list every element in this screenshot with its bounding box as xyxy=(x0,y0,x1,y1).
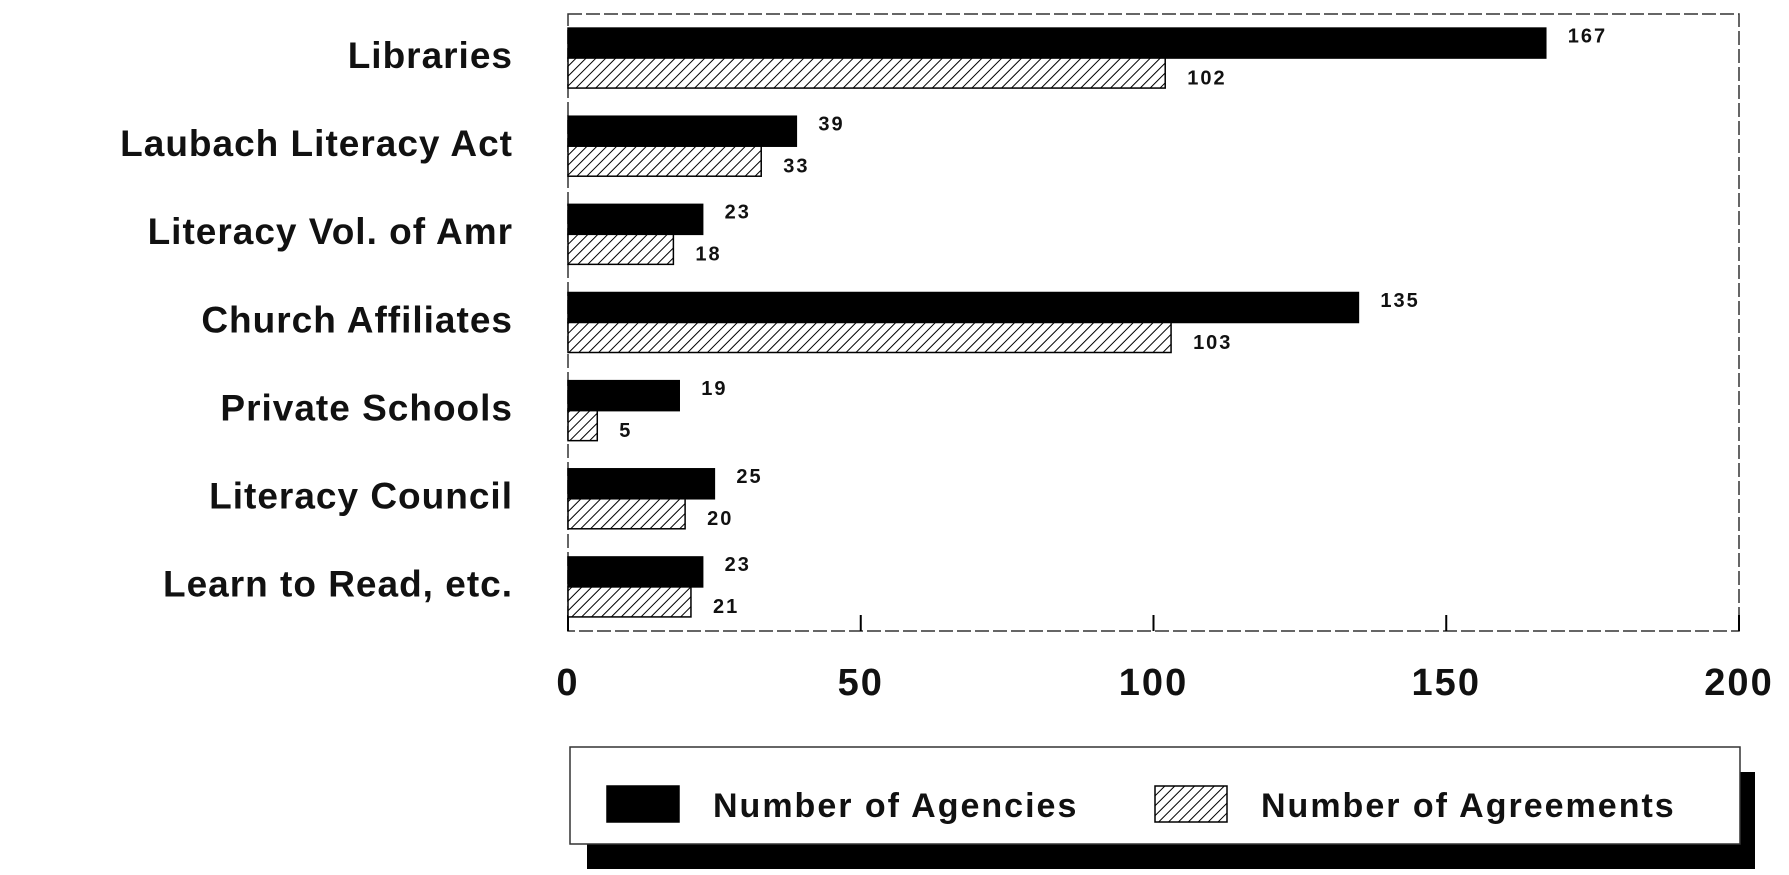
bar xyxy=(567,409,599,442)
bar xyxy=(567,115,798,147)
category-label: Learn to Read, etc. xyxy=(163,564,513,605)
value-label: 39 xyxy=(818,113,844,135)
bar xyxy=(567,586,692,618)
value-label: 102 xyxy=(1187,67,1226,89)
bar xyxy=(567,468,716,500)
legend-swatch xyxy=(606,785,680,823)
bar xyxy=(567,145,762,177)
x-tick-label: 100 xyxy=(1119,662,1188,704)
bar xyxy=(567,291,1360,324)
value-label: 18 xyxy=(695,244,721,266)
value-label: 103 xyxy=(1193,332,1232,354)
bar xyxy=(567,498,686,530)
category-label: Libraries xyxy=(348,35,513,76)
value-label: 20 xyxy=(707,508,733,530)
value-label: 5 xyxy=(619,420,632,442)
value-label: 19 xyxy=(701,378,727,400)
legend-label: Number of Agencies xyxy=(713,787,1078,825)
value-label: 23 xyxy=(725,202,751,224)
x-tick-label: 150 xyxy=(1412,662,1481,704)
value-label: 135 xyxy=(1380,290,1419,312)
legend-swatch xyxy=(1154,785,1228,823)
category-label: Private Schools xyxy=(220,387,513,428)
bar xyxy=(567,379,680,412)
x-tick-label: 50 xyxy=(838,662,884,704)
bar xyxy=(567,233,675,266)
category-label: Literacy Council xyxy=(209,476,513,517)
value-label: 167 xyxy=(1568,25,1607,47)
x-tick-label: 200 xyxy=(1704,662,1773,704)
value-label: 21 xyxy=(713,596,739,618)
value-label: 23 xyxy=(725,554,751,576)
value-label: 33 xyxy=(783,155,809,177)
category-label: Laubach Literacy Act xyxy=(120,123,513,164)
bar xyxy=(567,27,1547,59)
bar xyxy=(567,203,704,236)
category-label: Literacy Vol. of Amr xyxy=(148,211,513,252)
category-label: Church Affiliates xyxy=(201,299,513,340)
legend-label: Number of Agreements xyxy=(1261,787,1676,825)
x-tick-label: 0 xyxy=(556,662,579,704)
value-label: 25 xyxy=(736,466,762,488)
bar xyxy=(567,556,704,588)
bar xyxy=(567,321,1172,354)
legend-box xyxy=(569,746,1741,845)
bar xyxy=(567,57,1166,89)
